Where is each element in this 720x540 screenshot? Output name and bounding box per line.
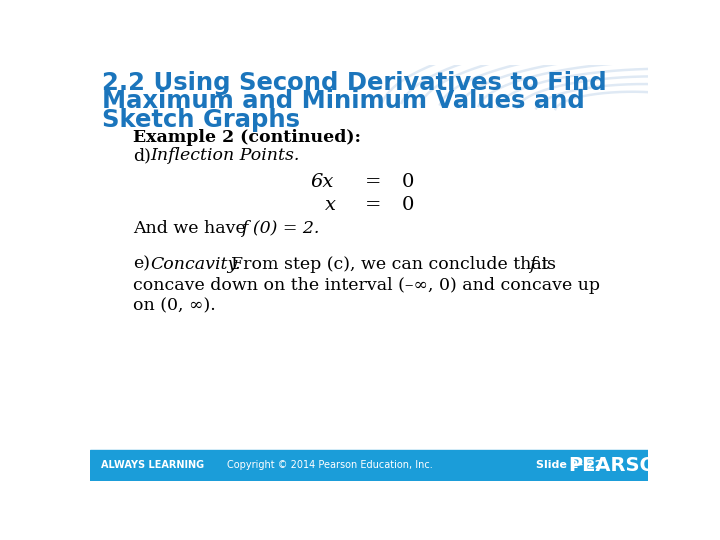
Text: 6x: 6x [311,173,334,191]
Text: Concavity.: Concavity. [150,256,241,273]
Text: Copyright © 2014 Pearson Education, Inc.: Copyright © 2014 Pearson Education, Inc. [228,460,433,470]
Text: =: = [364,195,381,214]
Text: e): e) [132,256,150,273]
Text: Example 2 (continued):: Example 2 (continued): [132,129,361,146]
Text: =: = [364,173,381,191]
Text: is: is [536,256,557,273]
Text: Sketch Graphs: Sketch Graphs [102,108,300,132]
Text: f: f [528,256,535,273]
Text: f (0) = 2.: f (0) = 2. [241,220,320,238]
Text: concave down on the interval (–∞, 0) and concave up: concave down on the interval (–∞, 0) and… [132,276,600,294]
Text: Slide 2- 22: Slide 2- 22 [536,460,602,470]
Text: PEARSON: PEARSON [569,456,673,475]
Text: 2.2 Using Second Derivatives to Find: 2.2 Using Second Derivatives to Find [102,71,607,95]
Text: 0: 0 [402,195,414,214]
Text: From step (c), we can conclude that: From step (c), we can conclude that [220,256,549,273]
Text: Maximum and Minimum Values and: Maximum and Minimum Values and [102,90,585,113]
Text: ALWAYS LEARNING: ALWAYS LEARNING [101,460,204,470]
Text: x: x [325,195,336,214]
Text: on (0, ∞).: on (0, ∞). [132,298,215,314]
Text: And we have: And we have [132,220,256,238]
Text: Inflection Points.: Inflection Points. [150,147,300,164]
Bar [90,450,648,481]
Text: d): d) [132,147,150,164]
Text: 0: 0 [402,173,414,191]
